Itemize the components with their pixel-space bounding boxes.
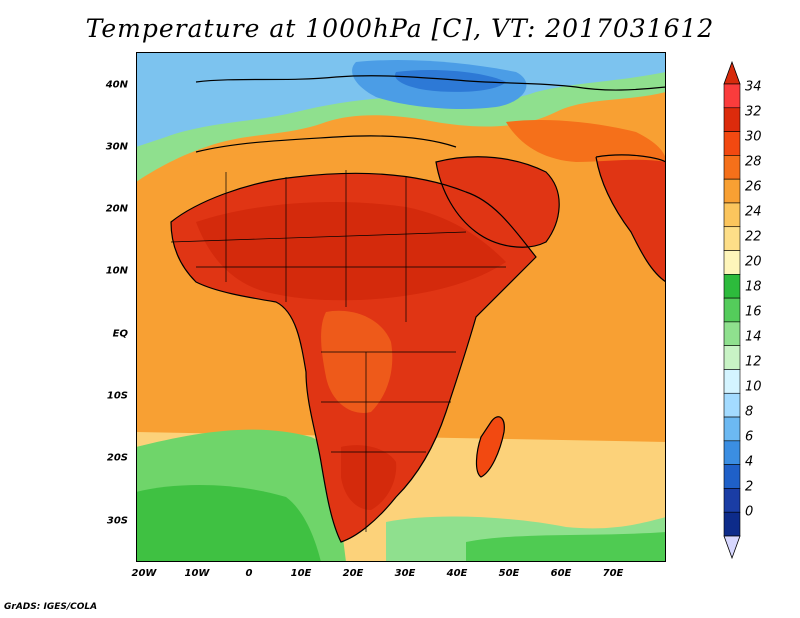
colorbar-segment [723, 440, 741, 465]
colorbar-segment [723, 178, 741, 204]
north-cool-blue-zone [136, 52, 666, 147]
south-atlantic-cold-zone [136, 485, 321, 562]
colorbar-label: 12 [745, 354, 762, 370]
coastlines [170, 75, 666, 543]
lat-tick-label: EQ [112, 328, 128, 340]
temperature-map [136, 52, 666, 562]
sahel-very-hot-zone [196, 202, 506, 301]
country-borders [170, 170, 506, 532]
lat-tick-label: 20N [105, 203, 128, 215]
colorbar-label: 28 [745, 154, 762, 170]
colorbar-segment [723, 511, 741, 537]
colorbar-segments [723, 83, 741, 537]
map-frame [136, 52, 666, 562]
colorbar-label: 20 [745, 254, 762, 270]
map-canvas [136, 52, 666, 562]
colorbar-top-arrow [723, 60, 741, 85]
colorbar-segment [723, 488, 741, 513]
colorbar-segment [723, 416, 741, 442]
colorbar-segment [723, 369, 741, 394]
colorbar-label: 18 [745, 279, 762, 295]
colorbar-segment [723, 226, 741, 251]
colorbar-label: 14 [745, 329, 762, 345]
colorbar-label: 30 [745, 129, 762, 145]
colorbar [723, 60, 741, 560]
colorbar-label: 4 [745, 454, 754, 470]
lon-tick-label: 50E [498, 568, 520, 579]
colorbar-label: 34 [745, 79, 762, 95]
madagascar [476, 416, 505, 477]
lon-tick-label: 10E [290, 568, 312, 579]
lat-tick-label: 20S [106, 452, 128, 464]
lat-tick-label: 10N [105, 265, 128, 277]
colorbar-segment [723, 345, 741, 370]
colorbar-bottom-arrow [723, 535, 741, 560]
lon-tick-label: 10W [184, 568, 210, 579]
arabia-hot-landmass [436, 156, 560, 248]
lat-tick-label: 10S [106, 390, 128, 402]
colorbar-segment [723, 155, 741, 180]
persia-warm-zone [506, 120, 666, 162]
lat-tick-label: 30N [105, 141, 128, 153]
southern-africa-hot-core [341, 445, 397, 510]
colorbar-segment [723, 107, 741, 132]
colorbar-segment [723, 464, 741, 489]
colorbar-label: 32 [745, 104, 762, 120]
lon-tick-label: 70E [602, 568, 624, 579]
central-africa-warm-zone [321, 310, 393, 413]
colorbar-label: 10 [745, 379, 762, 395]
colorbar-segment [723, 202, 741, 228]
colorbar-label: 16 [745, 304, 762, 320]
south-indian-cold-zone [466, 532, 666, 562]
map-title: Temperature at 1000hPa [C], VT: 20170316… [85, 14, 715, 43]
colorbar-segment [723, 321, 741, 346]
lat-tick-label: 40N [105, 79, 128, 91]
lon-tick-label: 0 [245, 568, 253, 579]
lon-tick-label: 20E [342, 568, 364, 579]
lon-tick-label: 60E [550, 568, 572, 579]
india-hot-landmass [596, 154, 666, 282]
colorbar-label: 0 [745, 504, 754, 520]
lon-tick-label: 40E [446, 568, 468, 579]
colorbar-label: 8 [745, 404, 754, 420]
colorbar-segment [723, 250, 741, 275]
colorbar-label: 22 [745, 229, 762, 245]
colorbar-segment [723, 83, 741, 109]
mediterranean-cold-core [395, 70, 506, 92]
lon-tick-label: 30E [394, 568, 416, 579]
colorbar-label: 6 [745, 429, 754, 445]
lon-tick-label: 20W [131, 568, 157, 579]
colorbar-label: 24 [745, 204, 762, 220]
colorbar-segment [723, 392, 741, 418]
colorbar-segment [723, 297, 741, 323]
footer-credit: GrADS: IGES/COLA [4, 602, 98, 612]
colorbar-segment [723, 274, 741, 299]
colorbar-label: 26 [745, 179, 762, 195]
colorbar-label: 2 [745, 479, 754, 495]
colorbar-segment [723, 131, 741, 156]
lat-tick-label: 30S [106, 515, 128, 527]
